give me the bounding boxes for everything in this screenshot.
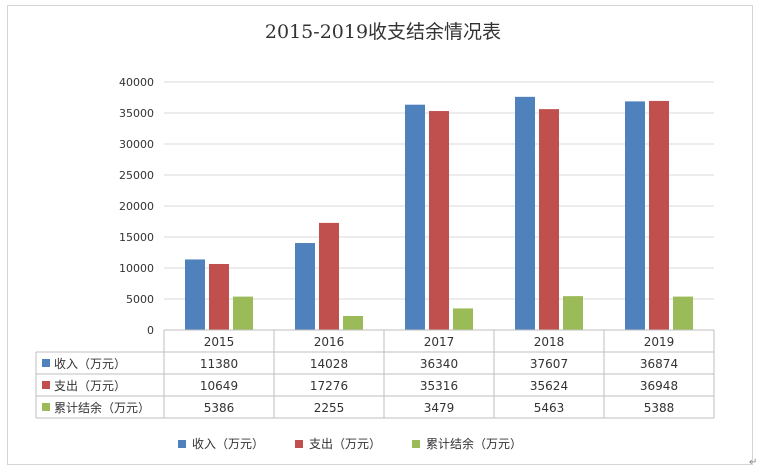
table-row-label: 累计结余（万元） xyxy=(54,400,150,415)
x-tick-label: 2016 xyxy=(314,335,345,349)
bar-累计结余（万元） xyxy=(563,296,583,330)
data-label: 35624 xyxy=(530,379,568,393)
bar-收入（万元） xyxy=(295,243,315,330)
y-tick-label: 40000 xyxy=(119,76,154,89)
y-tick-label: 20000 xyxy=(119,200,154,213)
y-tick-label: 35000 xyxy=(119,107,154,120)
bar-累计结余（万元） xyxy=(453,308,473,330)
bar-支出（万元） xyxy=(319,222,339,330)
y-tick-label: 25000 xyxy=(119,169,154,182)
legend-key-支出（万元） xyxy=(42,381,50,389)
bar-收入（万元） xyxy=(625,101,645,331)
y-tick-label: 0 xyxy=(147,324,154,337)
data-label: 17276 xyxy=(310,379,348,393)
data-label: 10649 xyxy=(200,379,238,393)
data-label: 35316 xyxy=(420,379,458,393)
data-label: 2255 xyxy=(314,401,345,415)
legend-label: 累计结余（万元） xyxy=(426,436,522,451)
legend-key-收入（万元） xyxy=(42,359,50,367)
legend-key-累计结余（万元） xyxy=(42,403,50,411)
data-label: 14028 xyxy=(310,357,348,371)
x-tick-label: 2018 xyxy=(534,335,565,349)
bar-支出（万元） xyxy=(649,100,669,331)
bar-支出（万元） xyxy=(209,263,229,330)
legend-label: 支出（万元） xyxy=(309,437,381,451)
bar-支出（万元） xyxy=(539,109,559,331)
legend-marker xyxy=(412,440,420,448)
data-label: 36874 xyxy=(640,357,678,371)
legend-marker xyxy=(295,440,303,448)
data-label: 36948 xyxy=(640,379,678,393)
table-row-label: 收入（万元） xyxy=(54,357,126,371)
x-tick-label: 2015 xyxy=(204,335,235,349)
legend-label: 收入（万元） xyxy=(192,437,264,451)
data-label: 5388 xyxy=(644,401,675,415)
x-tick-label: 2019 xyxy=(644,335,675,349)
data-label: 3479 xyxy=(424,401,455,415)
bar-累计结余（万元） xyxy=(673,296,693,330)
y-tick-label: 10000 xyxy=(119,262,154,275)
bar-收入（万元） xyxy=(405,104,425,330)
paragraph-mark-icon: ↵ xyxy=(749,457,758,468)
bar-累计结余（万元） xyxy=(233,296,253,330)
x-tick-label: 2017 xyxy=(424,335,455,349)
chart-title: 2015-2019收支结余情况表 xyxy=(264,21,502,43)
bar-支出（万元） xyxy=(429,111,449,330)
y-tick-label: 15000 xyxy=(119,231,154,244)
bar-收入（万元） xyxy=(515,96,535,330)
bar-累计结余（万元） xyxy=(343,316,363,330)
data-label: 5386 xyxy=(204,401,235,415)
legend-marker xyxy=(178,440,186,448)
table-row-label: 支出（万元） xyxy=(54,379,126,393)
data-label: 36340 xyxy=(420,357,458,371)
data-label: 5463 xyxy=(534,401,565,415)
data-label: 37607 xyxy=(530,357,568,371)
bar-收入（万元） xyxy=(185,259,205,330)
y-tick-label: 5000 xyxy=(126,293,154,306)
y-tick-label: 30000 xyxy=(119,138,154,151)
data-label: 11380 xyxy=(200,357,238,371)
